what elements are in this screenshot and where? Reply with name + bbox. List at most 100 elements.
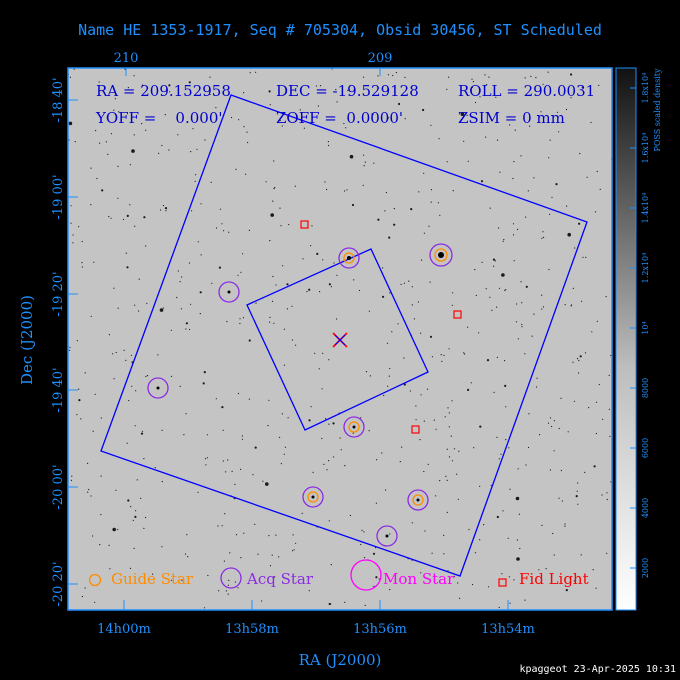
background-star [162,204,165,207]
background-star [369,375,371,377]
background-star [373,162,375,164]
background-star [145,375,147,378]
background-star [319,85,322,87]
background-star [547,71,549,73]
background-star [608,374,610,376]
background-star [579,152,581,155]
background-star [487,586,490,588]
background-star [446,161,448,163]
background-star [292,534,294,536]
background-star [443,534,445,537]
background-star [411,304,413,306]
background-star [535,386,538,388]
background-star [363,154,365,156]
background-star [496,356,498,358]
background-star [206,457,208,459]
background-star [215,227,218,229]
background-star [76,414,78,416]
background-star [512,234,515,236]
background-star [210,181,212,183]
left-axis-tick: -19 40' [51,367,66,412]
background-star [215,107,217,109]
background-star [520,155,522,157]
background-star [542,83,544,85]
background-star [286,283,289,286]
background-star [423,420,425,422]
background-star [127,499,130,502]
background-star [229,552,231,554]
background-star [169,91,171,93]
frame-ticks [68,68,509,610]
legend-guide-label: Guide Star [111,570,194,588]
background-star [376,459,378,461]
background-star [238,119,240,121]
background-star [481,261,483,263]
background-star [136,479,138,481]
background-star [291,305,293,307]
background-star [377,75,379,77]
background-star [527,446,530,449]
background-star [393,208,395,210]
background-star [72,234,74,236]
background-star [81,266,83,268]
background-star [73,68,75,70]
background-star [74,141,76,143]
background-star [404,76,406,78]
bottom-axis-tick: 13h54m [481,622,535,637]
background-star [171,579,173,581]
background-star [287,417,289,419]
background-star [525,464,527,466]
background-star [292,550,294,552]
background-star [70,205,72,207]
colorbar-tick-label: 1.4x10⁴ [641,193,650,224]
background-star [328,283,331,286]
background-star [145,245,147,247]
background-star [439,214,441,216]
background-star [373,585,375,587]
background-star [237,274,239,276]
background-star [409,390,411,392]
background-star [269,316,271,318]
background-star [486,84,488,86]
background-star [496,306,498,308]
background-star [561,500,563,502]
background-star [268,90,271,93]
legend-acq-label: Acq Star [246,570,314,588]
background-star [241,435,243,437]
background-star [420,394,422,396]
background-star [349,154,354,159]
background-star [426,388,429,390]
background-star [446,88,448,90]
background-star [501,273,505,277]
background-star [548,157,550,159]
background-star [308,419,311,422]
background-star [217,525,219,527]
background-star [302,258,304,260]
background-star [363,531,365,533]
background-star [271,300,274,302]
background-star [578,372,580,374]
acq-star-marker [407,489,429,511]
background-star [531,335,533,337]
background-star [197,241,199,243]
background-star [353,279,355,281]
background-star [235,534,238,536]
background-star [435,428,437,430]
background-star [368,430,370,432]
background-star [203,607,206,609]
background-star [489,296,491,298]
background-star [422,109,425,111]
background-star [134,515,137,519]
legend-mon-icon [350,559,382,591]
background-star [430,124,432,126]
background-star [271,554,273,556]
colorbar-tick-label: 1.6x10⁴ [641,133,650,164]
acq-star-marker [338,247,360,269]
background-star [200,254,202,256]
background-star [504,360,506,362]
background-star [388,236,391,239]
background-star [388,375,390,377]
background-star [479,485,481,487]
background-star [553,420,556,422]
